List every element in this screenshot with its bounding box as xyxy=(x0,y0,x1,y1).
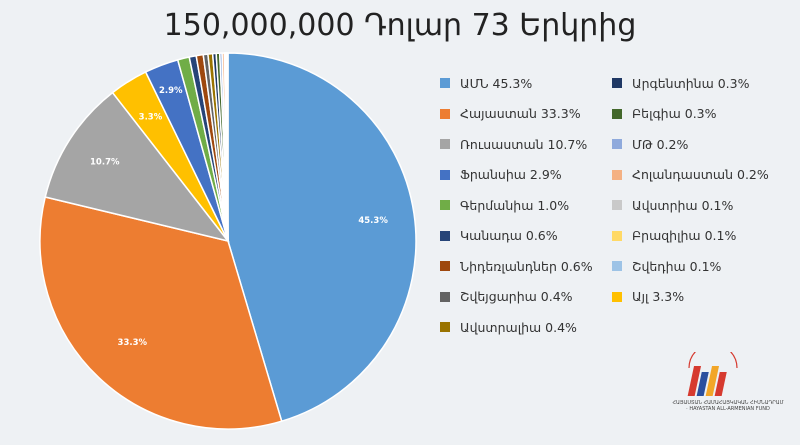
pie-data-label-2: 10.7% xyxy=(90,158,120,168)
legend-label: Ֆրանսիա 2.9% xyxy=(460,167,562,183)
legend-label: Բելգիա 0.3% xyxy=(632,106,717,122)
pie-slice-16 xyxy=(226,52,229,242)
legend-item: Այլ 3.3% xyxy=(612,282,769,313)
legend-label: Ռուսաստան 10.7% xyxy=(460,136,588,152)
pie-slice-1 xyxy=(39,196,283,430)
legend-swatch xyxy=(612,200,622,211)
legend-swatch xyxy=(440,139,450,150)
legend-swatch xyxy=(612,169,622,180)
legend-label: Շվեդիա 0.1% xyxy=(632,258,722,274)
legend-swatch xyxy=(440,200,450,211)
legend-label: ՄԹ 0.2% xyxy=(632,136,689,152)
legend-swatch xyxy=(440,230,450,241)
pie-data-label-4: 2.9% xyxy=(159,86,183,96)
legend-item: ԱՄՆ 45.3% xyxy=(440,68,593,99)
legend-swatch xyxy=(612,139,622,150)
legend-label: Շվեյցարիա 0.4% xyxy=(460,289,573,305)
legend-label: Հայաստան 33.3% xyxy=(460,106,581,122)
legend-swatch xyxy=(612,108,622,119)
chart-title: 150,000,000 Դոլար 73 Երկրից xyxy=(163,8,637,43)
legend-swatch xyxy=(612,230,622,241)
legend-label: Ավստրալիա 0.4% xyxy=(460,319,577,335)
legend-item: Ֆրանսիա 2.9% xyxy=(440,160,593,191)
pie-data-label-0: 45.3% xyxy=(358,216,388,226)
legend-label: Այլ 3.3% xyxy=(632,289,685,305)
legend-label: Ավստրիա 0.1% xyxy=(632,197,734,213)
pie-slice-0 xyxy=(227,52,417,423)
legend-item: Գերմանիա 1.0% xyxy=(440,190,593,221)
legend-label: Կանադա 0.6% xyxy=(460,228,558,244)
legend-item: Ռուսաստան 10.7% xyxy=(440,129,593,160)
legend-label: Հոլանդաստան 0.2% xyxy=(632,167,769,183)
pie-slice-2 xyxy=(44,91,230,243)
legend-item: Շվեյցարիա 0.4% xyxy=(440,282,593,313)
legend-label: Արգենտինա 0.3% xyxy=(632,75,750,91)
legend-column-left: ԱՄՆ 45.3% Հայաստան 33.3% Ռուսաստան 10.7% Ֆր… xyxy=(440,68,593,343)
legend-item: Նիդեռլանդներ 0.6% xyxy=(440,251,593,282)
legend-item: Բելգիա 0.3% xyxy=(612,99,769,130)
legend-item: Բրազիլիա 0.1% xyxy=(612,221,769,252)
pie-data-label-3: 3.3% xyxy=(139,113,163,123)
legend-label: Նիդեռլանդներ 0.6% xyxy=(460,258,593,274)
legend-label: Գերմանիա 1.0% xyxy=(460,197,570,213)
legend-label: ԱՄՆ 45.3% xyxy=(460,75,533,91)
logo-caption: ՀԱՅԱՍՏԱՆ ՀԱՄԱՀԱՅԿԱԿԱՆ ՀԻՄՆԱԴՐԱՄ · HAYAST… xyxy=(672,400,784,412)
legend-item: Հայաստան 33.3% xyxy=(440,99,593,130)
legend-item: Ավստրիա 0.1% xyxy=(612,190,769,221)
legend-swatch xyxy=(440,322,450,333)
legend-label: Բրազիլիա 0.1% xyxy=(632,228,737,244)
legend-item: ՄԹ 0.2% xyxy=(612,129,769,160)
legend-swatch xyxy=(612,291,622,302)
legend-swatch xyxy=(612,78,622,89)
legend-swatch xyxy=(612,261,622,272)
pie-data-label-1: 33.3% xyxy=(118,338,148,348)
logo-icon xyxy=(687,352,738,396)
legend-item: Ավստրալիա 0.4% xyxy=(440,312,593,343)
legend-item: Կանադա 0.6% xyxy=(440,221,593,252)
legend-swatch xyxy=(440,169,450,180)
legend-item: Շվեդիա 0.1% xyxy=(612,251,769,282)
legend-column-right: Արգենտինա 0.3% Բելգիա 0.3% ՄԹ 0.2% Հոլանդաս… xyxy=(612,68,769,312)
legend-item: Հոլանդաստան 0.2% xyxy=(612,160,769,191)
legend-swatch xyxy=(440,261,450,272)
legend-swatch xyxy=(440,78,450,89)
legend-swatch xyxy=(440,291,450,302)
legend-swatch xyxy=(440,108,450,119)
legend-item: Արգենտինա 0.3% xyxy=(612,68,769,99)
